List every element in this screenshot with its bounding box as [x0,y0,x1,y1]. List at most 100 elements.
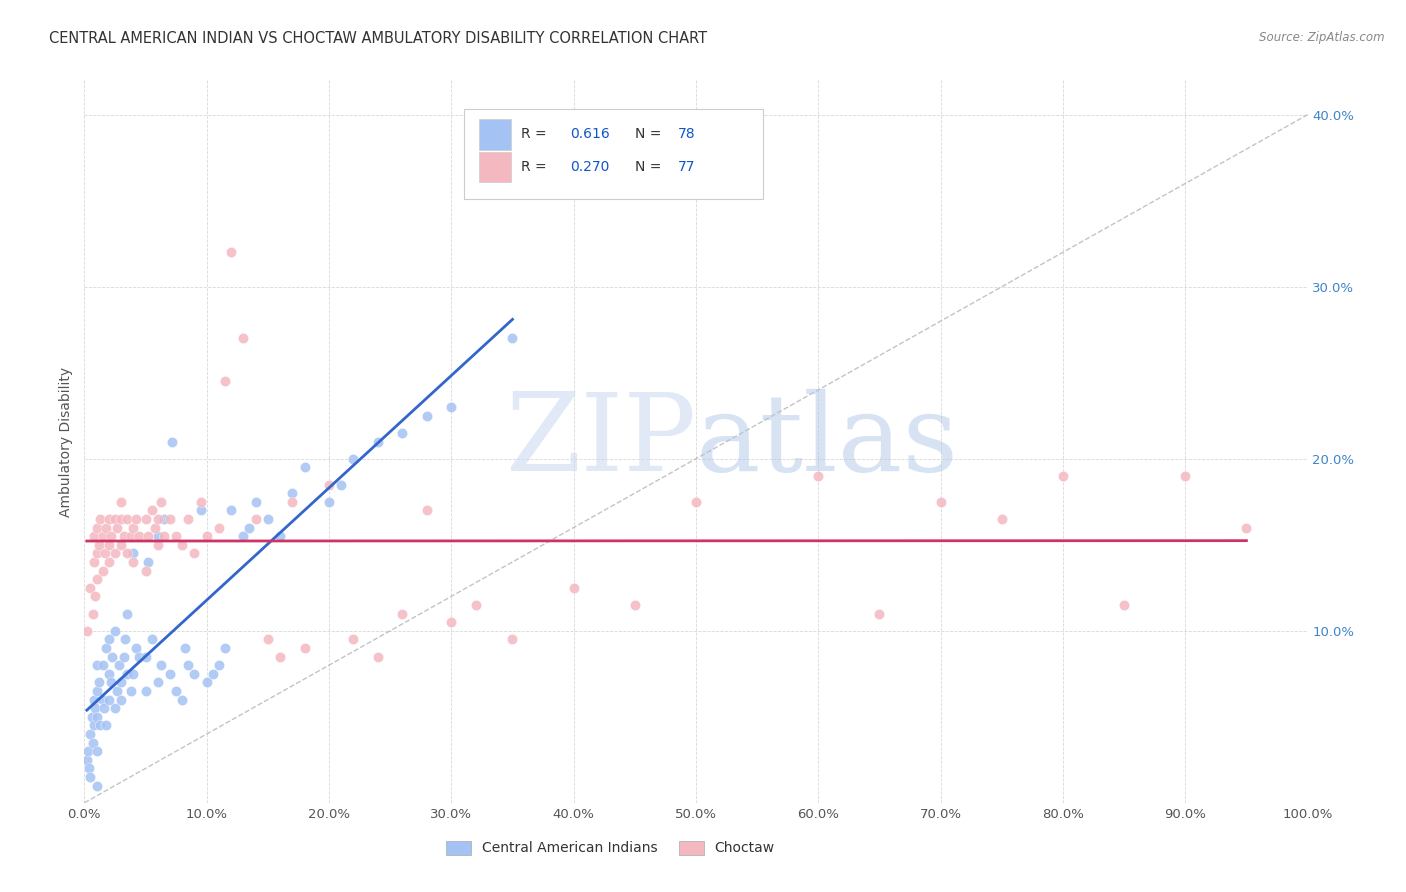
Point [82,607,104,621]
Point [114,632,136,647]
Point [86,710,108,724]
Point [190,494,212,508]
Point [86,779,108,793]
Point [100,529,122,543]
Point [159,512,181,526]
Point [281,486,304,500]
Text: R =: R = [522,128,551,142]
Point [83,692,105,706]
Point [330,477,353,491]
Point [464,598,486,612]
Point [146,538,169,552]
Point [177,658,200,673]
Point [294,640,316,655]
Point [502,331,524,345]
Point [91,658,114,673]
Point [128,529,150,543]
Point [869,607,891,621]
Point [342,632,364,647]
Text: R =: R = [522,160,551,174]
Text: 0.616: 0.616 [569,128,610,142]
Point [146,529,169,543]
Point [86,744,108,758]
Point [91,564,114,578]
Point [79,770,101,784]
Point [141,503,163,517]
Point [165,529,187,543]
Point [141,632,163,647]
Point [159,666,181,681]
Point [83,718,105,732]
Point [97,632,120,647]
Point [80,710,103,724]
Point [97,538,120,552]
Point [219,503,242,517]
Point [96,520,118,534]
Y-axis label: Ambulatory Disability: Ambulatory Disability [59,367,73,516]
Point [104,512,127,526]
Point [89,512,111,526]
Point [257,512,280,526]
Point [84,701,107,715]
Point [190,503,212,517]
Point [214,375,236,389]
Point [104,546,127,560]
Point [97,692,120,706]
Point [318,477,340,491]
Point [100,675,122,690]
Point [105,520,128,534]
Text: 78: 78 [678,128,695,142]
Point [208,658,231,673]
Point [83,555,105,569]
Point [96,718,118,732]
Point [232,529,254,543]
Point [77,744,100,758]
Point [135,512,157,526]
Point [122,555,145,569]
Point [150,494,173,508]
Point [84,590,107,604]
Point [87,675,110,690]
Text: N =: N = [636,160,665,174]
Point [115,666,138,681]
Point [367,434,389,449]
Point [122,546,145,560]
Point [112,649,135,664]
Point [201,666,224,681]
Point [165,684,187,698]
Point [562,581,585,595]
Point [146,512,169,526]
Point [146,675,169,690]
Point [294,460,316,475]
Point [153,512,176,526]
Point [195,529,218,543]
Point [77,761,100,775]
Text: CENTRAL AMERICAN INDIAN VS CHOCTAW AMBULATORY DISABILITY CORRELATION CHART: CENTRAL AMERICAN INDIAN VS CHOCTAW AMBUL… [49,31,707,46]
Text: Source: ZipAtlas.com: Source: ZipAtlas.com [1260,31,1385,45]
Point [104,701,127,715]
Point [112,529,135,543]
Point [624,598,647,612]
Point [86,572,108,586]
Text: N =: N = [636,128,665,142]
Point [440,615,463,630]
Point [219,245,242,260]
Point [91,529,114,543]
Point [195,675,218,690]
Point [391,425,413,440]
Point [82,735,104,749]
Point [183,546,205,560]
Point [83,529,105,543]
Point [502,632,524,647]
Point [391,607,413,621]
Point [150,658,173,673]
Point [173,640,195,655]
Point [115,546,138,560]
Point [110,494,132,508]
Text: ZIP: ZIP [505,389,696,494]
Point [440,400,463,414]
Point [172,692,194,706]
Point [122,520,145,534]
FancyBboxPatch shape [464,109,763,200]
Point [105,684,128,698]
